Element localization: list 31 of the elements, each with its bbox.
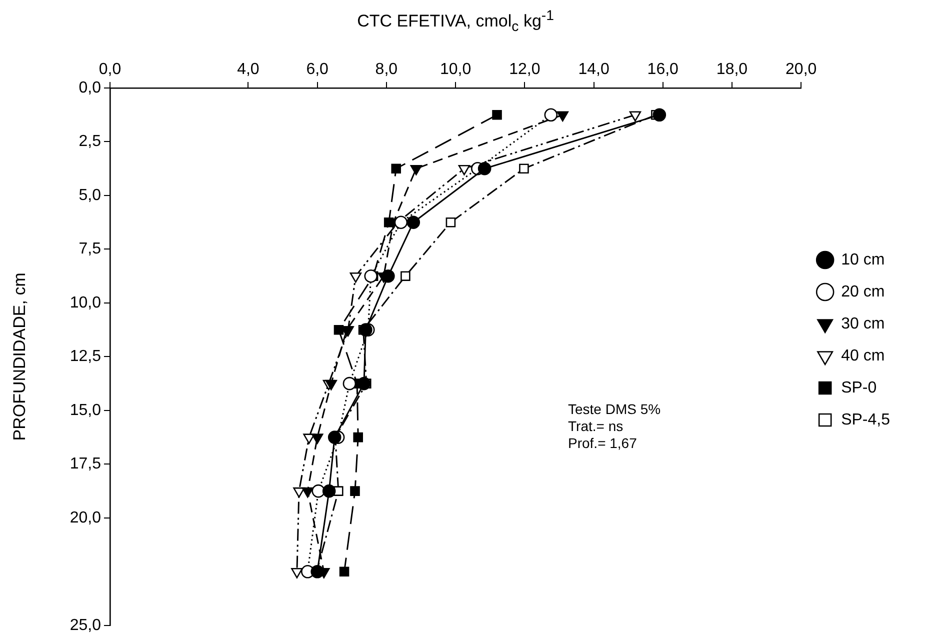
- annotation: Trat.= ns: [568, 418, 624, 435]
- x-tick-label: 6,0: [306, 60, 329, 78]
- x-tick-label: 12,0: [509, 60, 540, 78]
- annotation: Teste DMS 5%: [568, 401, 661, 418]
- x-tick-label: 4,0: [237, 60, 260, 78]
- legend-label: SP-4,5: [841, 411, 890, 428]
- y-tick-label: 0,0: [78, 79, 102, 96]
- y-tick-label: 25,0: [70, 616, 102, 634]
- y-tick-label: 2,5: [78, 133, 102, 150]
- x-axis-title: CTC EFETIVA, cmol$_{c}$ kg$^{-1}$: [356, 8, 556, 36]
- y-tick-label: 10,0: [70, 294, 102, 312]
- y-tick-label: 17,5: [70, 456, 102, 473]
- annotation: Prof.= 1,67: [568, 435, 638, 452]
- x-tick-label: 20,0: [786, 60, 817, 78]
- y-axis-title: PROFUNDIDADE, cm: [10, 272, 29, 441]
- y-tick-label: 7,5: [78, 240, 102, 258]
- x-tick-label: 10,0: [440, 60, 472, 78]
- x-tick-label: 14,0: [578, 60, 610, 78]
- y-tick-label: 20,0: [70, 509, 102, 526]
- legend-label: SP-0: [841, 379, 877, 396]
- y-tick-label: 12,5: [70, 348, 102, 366]
- legend-label: 30 cm: [841, 315, 885, 332]
- legend-label: 10 cm: [841, 251, 885, 268]
- y-tick-label: 15,0: [70, 402, 102, 419]
- x-tick-label: 0,0: [98, 60, 122, 78]
- x-tick-label: 8,0: [375, 60, 398, 78]
- y-tick-label: 5,0: [78, 186, 102, 204]
- x-tick-label: 18,0: [716, 60, 748, 78]
- x-tick-label: 16,0: [647, 60, 679, 78]
- legend-label: 40 cm: [841, 347, 885, 364]
- legend-label: 20 cm: [841, 283, 885, 300]
